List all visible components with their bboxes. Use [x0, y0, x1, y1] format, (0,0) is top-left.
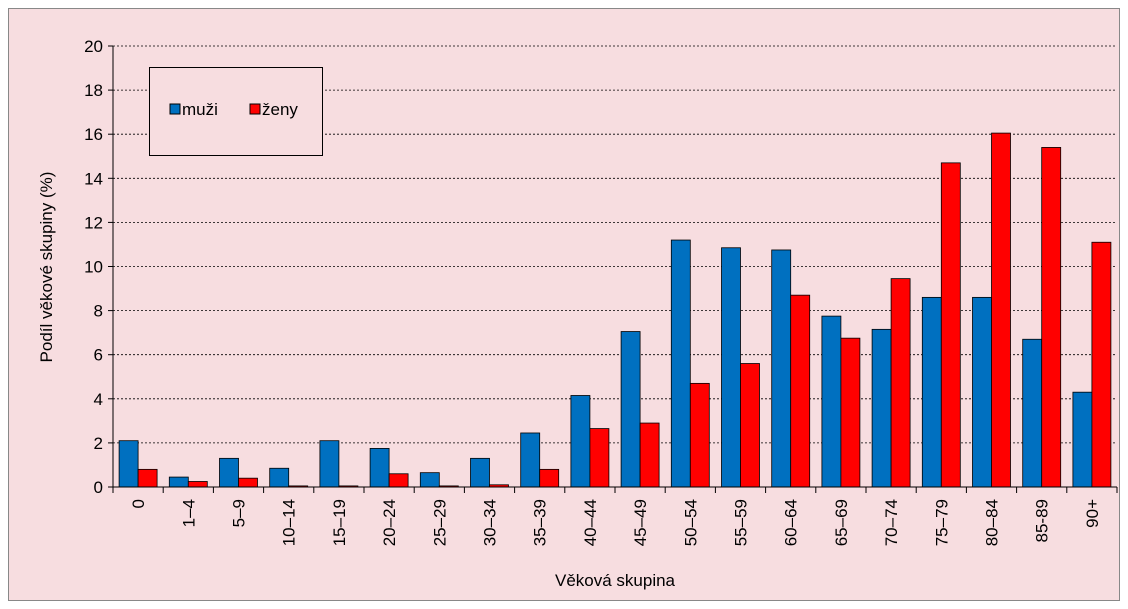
- legend-label: muži: [182, 100, 218, 119]
- y-tick-label: 18: [84, 81, 103, 100]
- bar: [890, 278, 911, 488]
- x-tick-label: 35–39: [531, 499, 550, 546]
- bar: [821, 315, 842, 488]
- x-tick-label: 15–19: [330, 499, 349, 546]
- y-tick-label: 2: [94, 434, 103, 453]
- bar: [871, 328, 892, 488]
- bar: [269, 467, 290, 488]
- bar: [740, 363, 760, 488]
- bar: [520, 432, 541, 488]
- x-tick-label: 1–4: [179, 499, 198, 527]
- x-tick-label: 70–74: [882, 499, 901, 546]
- bar: [187, 481, 208, 488]
- x-tick-label: 75–79: [932, 499, 951, 546]
- bar: [570, 395, 591, 488]
- bar: [771, 249, 792, 488]
- bar: [940, 162, 961, 488]
- bar: [639, 422, 660, 488]
- bar: [840, 337, 861, 488]
- bar: [1022, 338, 1043, 488]
- bar: [168, 476, 189, 488]
- bar: [388, 473, 409, 488]
- bar: [620, 331, 641, 488]
- bar: [721, 247, 741, 488]
- legend: muži ženy: [149, 67, 323, 156]
- y-tick-label: 10: [84, 258, 103, 277]
- x-tick-label: 5–9: [230, 499, 249, 527]
- y-tick-label: 8: [94, 302, 103, 321]
- x-tick-label: 45–49: [631, 499, 650, 546]
- bar: [319, 440, 340, 488]
- x-tick-label: 65–69: [832, 499, 851, 546]
- bar: [137, 468, 158, 488]
- bar: [539, 468, 560, 488]
- bar: [689, 382, 710, 488]
- y-tick-label: 6: [94, 346, 103, 365]
- y-tick-label: 12: [84, 213, 103, 232]
- x-axis-label: Věková skupina: [555, 571, 676, 590]
- legend-swatch: [169, 103, 181, 115]
- bar: [1072, 391, 1093, 488]
- bar: [219, 457, 239, 488]
- bar: [470, 457, 490, 488]
- legend-swatch: [249, 103, 261, 115]
- y-tick-label: 4: [94, 390, 103, 409]
- bar: [921, 296, 942, 488]
- y-tick-label: 20: [84, 37, 103, 56]
- x-tick-label: 10–14: [280, 499, 299, 546]
- bar: [991, 132, 1011, 488]
- bar: [589, 428, 610, 488]
- x-tick-label: 90+: [1083, 499, 1102, 528]
- bar: [1041, 147, 1062, 488]
- x-tick-label: 85-89: [1033, 499, 1052, 542]
- bar: [419, 472, 440, 488]
- x-tick-label: 50–54: [681, 499, 700, 546]
- bar: [118, 440, 139, 488]
- y-axis-label: Podíl věkové skupiny (%): [37, 172, 56, 363]
- x-tick-label: 20–24: [380, 499, 399, 546]
- bar: [790, 294, 811, 488]
- x-tick-label: 0: [129, 499, 148, 508]
- x-tick-label: 60–64: [782, 499, 801, 546]
- legend-label: ženy: [262, 100, 298, 119]
- y-tick-label: 14: [84, 169, 103, 188]
- bar: [670, 239, 691, 488]
- bar: [972, 296, 992, 488]
- x-tick-label: 40–44: [581, 499, 600, 546]
- bar: [1091, 241, 1112, 488]
- y-tick-label: 0: [94, 478, 103, 497]
- x-tick-label: 55–59: [732, 499, 751, 546]
- bar: [369, 448, 390, 488]
- y-tick-label: 16: [84, 125, 103, 144]
- x-tick-label: 30–34: [481, 499, 500, 546]
- x-tick-label: 25–29: [430, 499, 449, 546]
- bar: [238, 477, 258, 488]
- x-tick-label: 80–84: [983, 499, 1002, 546]
